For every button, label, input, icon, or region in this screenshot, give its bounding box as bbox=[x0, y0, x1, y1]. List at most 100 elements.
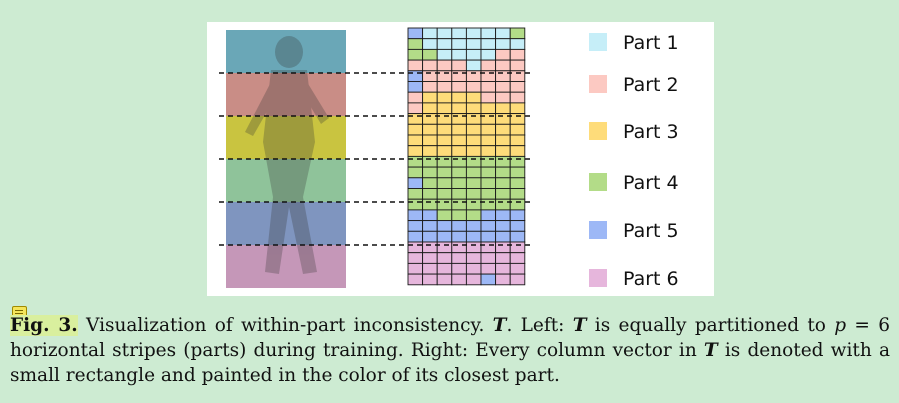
grid-cell bbox=[451, 262, 467, 275]
grid-cell bbox=[465, 198, 482, 211]
grid-cell bbox=[451, 48, 467, 61]
grid-cell bbox=[422, 262, 438, 275]
grid-cell bbox=[480, 230, 497, 243]
grid-cell bbox=[465, 102, 482, 115]
grid-cell bbox=[480, 145, 497, 157]
grid-cell bbox=[436, 123, 453, 136]
grid-cell bbox=[480, 177, 497, 189]
grid-cell bbox=[480, 81, 497, 93]
grid-cell bbox=[451, 166, 467, 179]
grid-cell bbox=[509, 262, 526, 275]
grid-cell bbox=[465, 27, 482, 40]
figure-panel: Part 1 Part 2 Part 3 Part 4 Part 5 Part 6 bbox=[207, 22, 714, 296]
grid-cell bbox=[465, 273, 482, 286]
grid-cell bbox=[465, 59, 482, 72]
grid-cell bbox=[451, 177, 467, 189]
grid-cell bbox=[509, 123, 526, 136]
grid-cell bbox=[465, 166, 482, 179]
grid-cell bbox=[509, 220, 526, 232]
grid-cell bbox=[422, 91, 438, 104]
grid-cell bbox=[407, 59, 424, 72]
grid-cell bbox=[451, 198, 467, 211]
grid-cell bbox=[451, 59, 467, 72]
grid-cell bbox=[480, 166, 497, 179]
grid-cell bbox=[407, 155, 424, 168]
grid-cell bbox=[407, 166, 424, 179]
grid-cell bbox=[407, 198, 424, 211]
grid-cell bbox=[422, 59, 438, 72]
caption-text-2: . Left: bbox=[506, 315, 565, 336]
legend-swatch bbox=[589, 173, 607, 191]
grid-cell bbox=[480, 252, 497, 264]
figure-caption: Fig. 3. Visualization of within-part inc… bbox=[10, 313, 890, 388]
grid-cell bbox=[422, 188, 438, 200]
grid-cell bbox=[509, 48, 526, 61]
grid-cell bbox=[407, 230, 424, 243]
grid-cell bbox=[465, 48, 482, 61]
grid-cell bbox=[465, 155, 482, 168]
grid-cell bbox=[451, 241, 467, 254]
legend: Part 1 Part 2 Part 3 Part 4 Part 5 Part 6 bbox=[589, 32, 679, 290]
grid-cell bbox=[465, 241, 482, 254]
grid-cell bbox=[451, 188, 467, 200]
grid-cell bbox=[451, 220, 467, 232]
grid-cell bbox=[451, 81, 467, 93]
grid-cell bbox=[422, 38, 438, 50]
grid-cell bbox=[495, 134, 511, 147]
grid-cell bbox=[495, 188, 511, 200]
grid-cell bbox=[436, 134, 453, 147]
grid-cell bbox=[407, 241, 424, 254]
grid-cell bbox=[436, 145, 453, 157]
grid-cell bbox=[436, 188, 453, 200]
pedestrian-image bbox=[226, 30, 346, 288]
grid-cell bbox=[407, 38, 424, 50]
grid-cell bbox=[422, 220, 438, 232]
grid-cell bbox=[436, 230, 453, 243]
grid-cell bbox=[480, 123, 497, 136]
grid-cell bbox=[451, 252, 467, 264]
legend-label: Part 5 bbox=[623, 220, 679, 242]
grid-cell bbox=[422, 252, 438, 264]
legend-swatch bbox=[589, 75, 607, 93]
grid-cell bbox=[509, 252, 526, 264]
grid-cell bbox=[422, 155, 438, 168]
grid-cell bbox=[495, 198, 511, 211]
grid-cell bbox=[465, 209, 482, 222]
image-stripe-2 bbox=[226, 73, 346, 116]
legend-swatch bbox=[589, 221, 607, 239]
grid-cell bbox=[509, 209, 526, 222]
grid-cell bbox=[480, 273, 497, 286]
grid-cell bbox=[480, 102, 497, 115]
grid-cell bbox=[451, 91, 467, 104]
person-silhouette bbox=[245, 36, 329, 274]
grid-cell bbox=[495, 123, 511, 136]
grid-cell bbox=[480, 59, 497, 72]
grid-cell bbox=[451, 38, 467, 50]
grid-cell bbox=[509, 102, 526, 115]
grid-cell bbox=[495, 166, 511, 179]
grid-cell bbox=[495, 27, 511, 40]
grid-cell bbox=[451, 145, 467, 157]
grid-cell bbox=[436, 252, 453, 264]
caption-text-1: Visualization of within-part inconsisten… bbox=[86, 315, 485, 336]
grid-cell bbox=[480, 262, 497, 275]
math-T: T bbox=[703, 340, 718, 361]
grid-cell bbox=[436, 38, 453, 50]
grid-cell bbox=[436, 59, 453, 72]
grid-cell bbox=[422, 123, 438, 136]
grid-cell bbox=[465, 145, 482, 157]
grid-cell bbox=[451, 27, 467, 40]
grid-cell bbox=[465, 188, 482, 200]
grid-cell bbox=[465, 230, 482, 243]
grid-cell bbox=[495, 102, 511, 115]
grid-cell bbox=[480, 134, 497, 147]
figure-illustration: Part 1 Part 2 Part 3 Part 4 Part 5 Part 6 bbox=[219, 27, 679, 290]
grid-cell bbox=[465, 81, 482, 93]
grid-cell bbox=[451, 123, 467, 136]
grid-cell bbox=[451, 155, 467, 168]
grid-cell bbox=[407, 252, 424, 264]
grid-cell bbox=[495, 252, 511, 264]
image-stripe-6 bbox=[226, 245, 346, 288]
grid-cell bbox=[495, 177, 511, 189]
grid-cell bbox=[407, 273, 424, 286]
